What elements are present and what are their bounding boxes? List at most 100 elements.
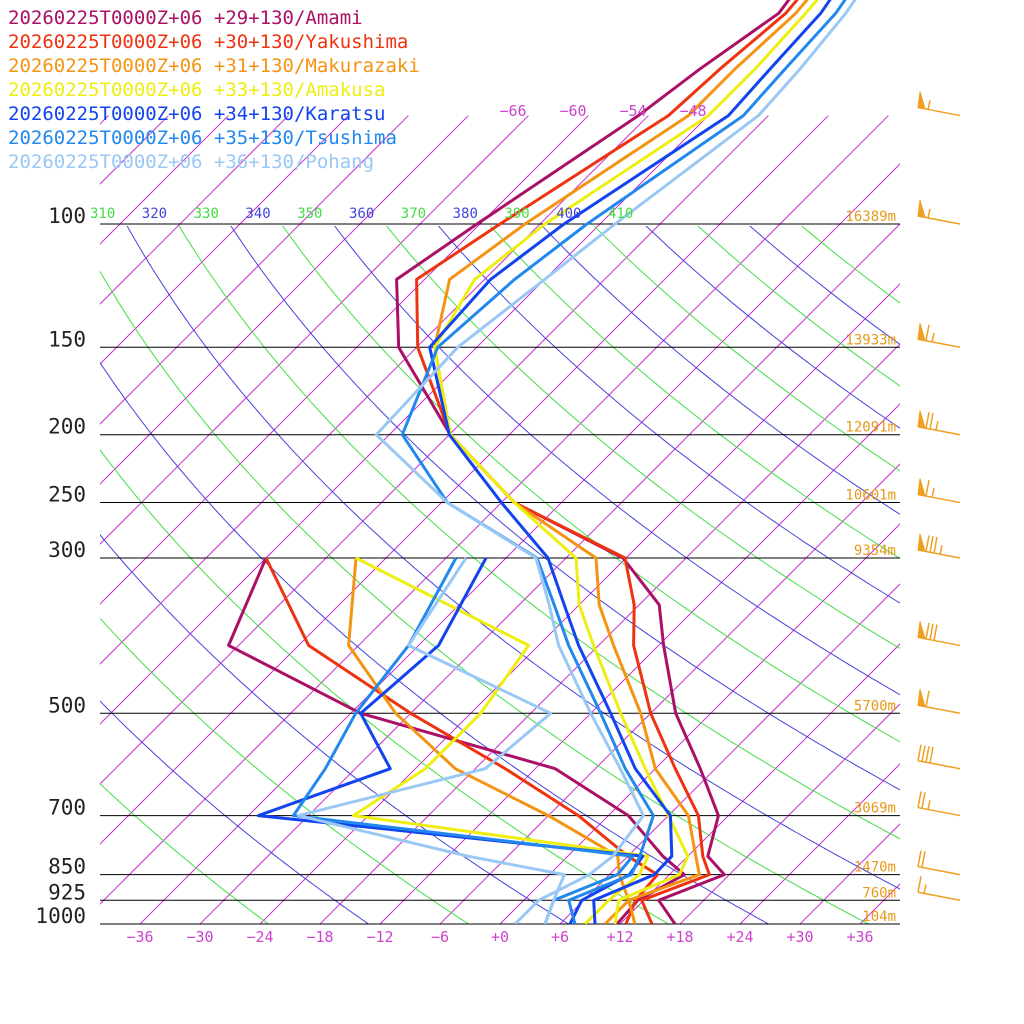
axis-labels: 100 16389m 150 13933m 200 12091m 250 10601m 300 9…	[35, 102, 896, 946]
dry-adiabat-line	[100, 783, 269, 924]
isotherm-line	[100, 115, 409, 425]
height-label: 1470m	[854, 860, 896, 876]
wind-barb	[917, 91, 961, 117]
pressure-label: 850	[48, 855, 86, 879]
isotherm-line	[439, 463, 900, 924]
height-label: 10601m	[845, 488, 896, 504]
isotherm-line	[379, 403, 900, 924]
wind-barb	[917, 689, 961, 715]
sounding-profiles	[227, 0, 857, 924]
theta-label: 360	[349, 206, 374, 222]
temperature-tick-label: −18	[306, 928, 333, 946]
theta-label: 330	[194, 206, 219, 222]
height-label: 16389m	[845, 209, 896, 225]
height-label: 13933m	[845, 332, 896, 348]
temperature-tick-label: +36	[846, 928, 873, 946]
dewpoint-profile-line	[256, 557, 645, 924]
pressure-label: 200	[48, 415, 86, 439]
isotherm-line	[100, 115, 889, 905]
dry-adiabat-lines	[100, 226, 900, 924]
pressure-label: 1000	[35, 904, 86, 928]
theta-label: 380	[453, 206, 478, 222]
dry-adiabat-line	[282, 226, 900, 743]
temperature-tick-label: +6	[551, 928, 569, 946]
temperature-tick-label: −6	[431, 928, 449, 946]
dry-adiabat-line	[230, 226, 900, 791]
legend-entry: 20260225T0000Z+06 +29+130/Amami	[8, 7, 363, 29]
theta-label: 310	[90, 206, 115, 222]
height-label: 12091m	[845, 420, 896, 436]
upper-isotherm-label: −54	[619, 102, 646, 120]
isotherm-line	[0, 116, 48, 924]
isotherm-line	[100, 115, 769, 785]
temperature-tick-label: +0	[491, 928, 509, 946]
height-label: 104m	[862, 909, 896, 925]
height-label: 9354m	[854, 543, 896, 559]
dewpoint-profile-line	[351, 556, 650, 924]
height-label: 5700m	[854, 698, 896, 714]
height-label: 760m	[862, 885, 896, 901]
isotherm-lines	[0, 115, 1024, 924]
legend: 20260225T0000Z+06 +29+130/Amami20260225T…	[8, 7, 420, 173]
wind-barb	[917, 876, 961, 902]
legend-entry: 20260225T0000Z+06 +35+130/Tsushima	[8, 127, 397, 149]
isotherm-line	[139, 163, 900, 924]
wind-barb	[917, 199, 961, 225]
height-label: 3069m	[854, 801, 896, 817]
temperature-tick-label: +12	[606, 928, 633, 946]
isobar-lines	[100, 223, 900, 925]
pressure-label: 300	[48, 538, 86, 562]
isotherm-line	[100, 115, 349, 365]
legend-entry: 20260225T0000Z+06 +30+130/Yakushima	[8, 31, 408, 53]
theta-label: 340	[245, 206, 270, 222]
wind-barbs	[917, 91, 961, 902]
isotherm-line	[920, 116, 1024, 924]
upper-isotherm-label: −48	[679, 102, 706, 120]
dry-adiabat-line	[100, 361, 769, 924]
theta-label: 370	[401, 206, 426, 222]
wind-barb	[917, 621, 961, 647]
pressure-label: 500	[48, 693, 86, 717]
wind-barb	[917, 850, 961, 876]
temperature-tick-label: −24	[246, 928, 273, 946]
legend-entry: 20260225T0000Z+06 +31+130/Makurazaki	[8, 55, 420, 77]
isotherm-line	[100, 115, 469, 485]
temperature-tick-label: +18	[666, 928, 693, 946]
isotherm-line	[739, 763, 900, 924]
legend-entry: 20260225T0000Z+06 +36+130/Pohang	[8, 151, 374, 173]
dry-adiabat-line	[749, 226, 900, 345]
wind-barb	[917, 791, 961, 817]
theta-label: 390	[504, 206, 529, 222]
temperature-tick-label: −36	[126, 928, 153, 946]
temperature-tick-label: +24	[726, 928, 753, 946]
isotherm-line	[319, 343, 900, 924]
dry-adiabat-line	[334, 226, 900, 696]
pressure-label: 250	[48, 483, 86, 507]
dewpoint-profile-line	[264, 557, 659, 924]
theta-label: 350	[297, 206, 322, 222]
wind-barb	[917, 410, 961, 436]
isotherm-line	[619, 643, 900, 924]
temperature-profile-line	[395, 0, 791, 924]
theta-label: 320	[142, 206, 167, 222]
pressure-label: 925	[48, 880, 86, 904]
temperature-tick-label: +30	[786, 928, 813, 946]
dry-adiabat-line	[437, 226, 900, 604]
wind-barb	[917, 744, 961, 770]
dewpoint-profile-line	[291, 557, 635, 924]
wind-barb	[917, 478, 961, 504]
dry-adiabat-line	[800, 226, 900, 304]
isotherm-line	[100, 115, 229, 245]
isotherm-line	[100, 115, 289, 305]
wind-barb	[917, 323, 961, 349]
isotherm-line	[100, 115, 589, 605]
temperature-tick-label: −30	[186, 928, 213, 946]
pressure-label: 150	[48, 327, 86, 351]
dewpoint-profile-line	[347, 557, 631, 924]
temperature-profile-line	[374, 0, 857, 924]
dry-adiabat-line	[385, 226, 900, 650]
legend-entry: 20260225T0000Z+06 +33+130/Amakusa	[8, 79, 386, 101]
pressure-label: 700	[48, 796, 86, 820]
dry-adiabat-line	[489, 226, 900, 559]
